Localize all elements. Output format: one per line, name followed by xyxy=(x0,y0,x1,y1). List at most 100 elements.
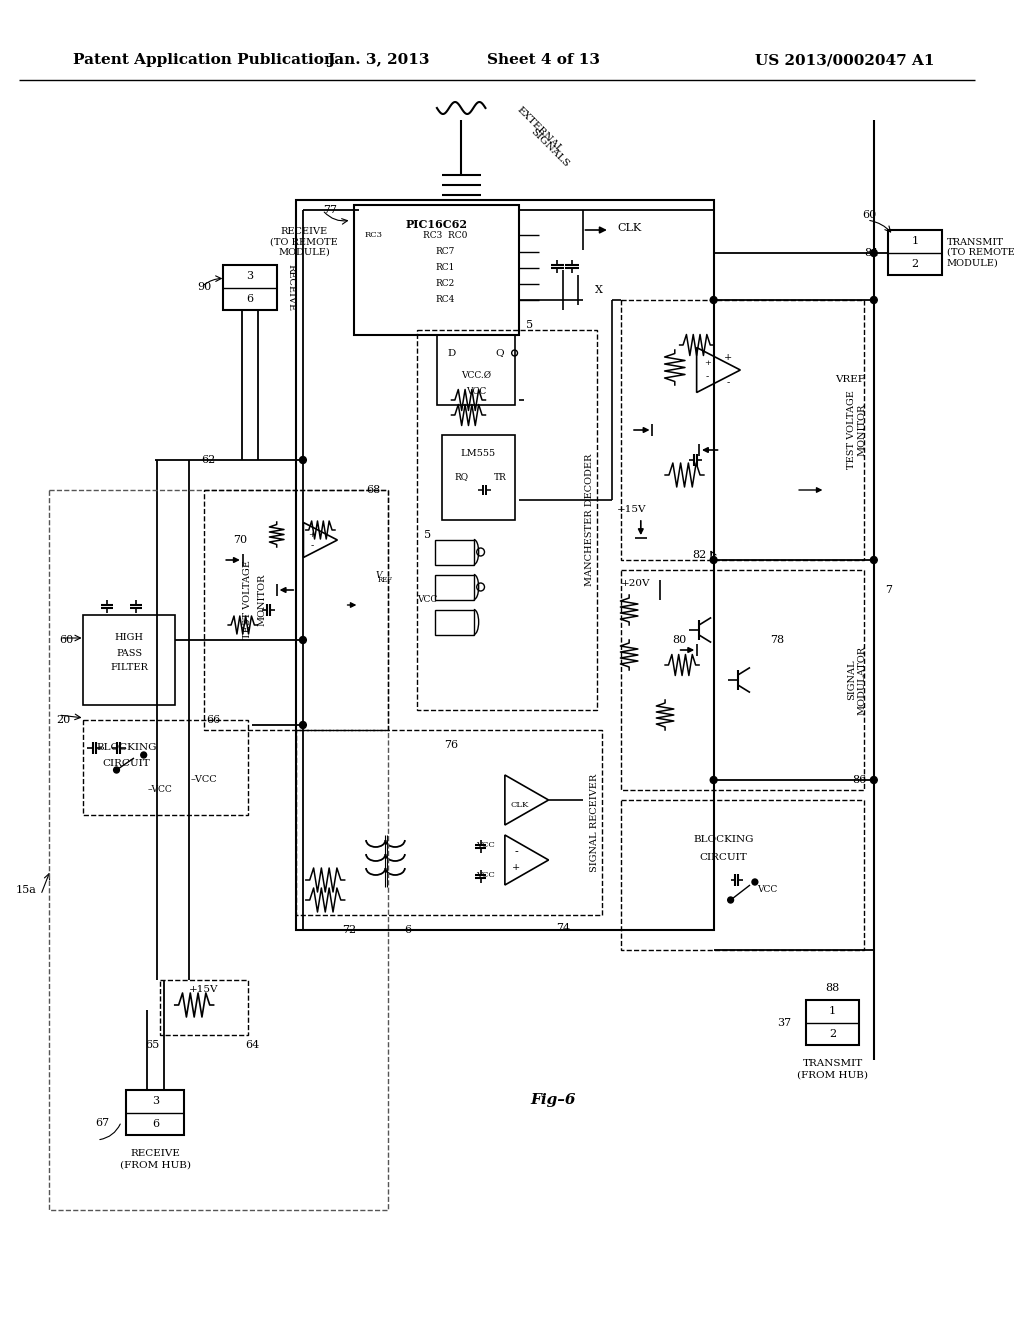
Bar xyxy=(806,1001,859,1045)
Text: 7: 7 xyxy=(885,585,892,595)
Circle shape xyxy=(870,249,878,256)
Text: TEST VOLTAGE
MONITOR: TEST VOLTAGE MONITOR xyxy=(847,391,866,470)
Text: RECEIVE
(TO REMOTE
MODULE): RECEIVE (TO REMOTE MODULE) xyxy=(270,227,338,257)
Text: D: D xyxy=(447,348,456,358)
Text: 2: 2 xyxy=(911,259,919,269)
Text: BLOCKING: BLOCKING xyxy=(96,743,157,752)
Bar xyxy=(622,300,864,560)
Text: 70: 70 xyxy=(232,535,247,545)
Text: +20V: +20V xyxy=(622,578,650,587)
Text: +: + xyxy=(512,863,520,873)
Bar xyxy=(83,719,248,814)
Bar xyxy=(354,205,519,335)
Text: VCC: VCC xyxy=(757,886,777,895)
Text: CLK: CLK xyxy=(617,223,641,234)
Text: Jan. 3, 2013: Jan. 3, 2013 xyxy=(328,53,430,67)
Bar xyxy=(204,490,388,730)
Text: (FROM HUB): (FROM HUB) xyxy=(120,1160,190,1170)
Text: +: + xyxy=(308,531,315,539)
Text: 68: 68 xyxy=(367,484,381,495)
Text: 66: 66 xyxy=(207,715,221,725)
Text: PIC16C62: PIC16C62 xyxy=(406,219,468,231)
Circle shape xyxy=(114,767,120,774)
Bar xyxy=(435,540,474,565)
Bar xyxy=(622,570,864,789)
Bar xyxy=(160,979,248,1035)
Bar xyxy=(83,615,175,705)
Text: SIGNAL RECEIVER: SIGNAL RECEIVER xyxy=(590,774,599,871)
Text: +15V: +15V xyxy=(189,986,219,994)
Text: TRANSMIT: TRANSMIT xyxy=(803,1059,862,1068)
Text: 64: 64 xyxy=(246,1040,259,1049)
Text: (FROM HUB): (FROM HUB) xyxy=(797,1071,868,1080)
Text: 2: 2 xyxy=(829,1028,837,1039)
Bar xyxy=(889,230,942,275)
Bar xyxy=(223,265,276,310)
Text: TEST VOLTAGE: TEST VOLTAGE xyxy=(243,561,252,639)
Bar xyxy=(418,330,597,710)
Text: TR: TR xyxy=(494,473,507,482)
Text: VCC: VCC xyxy=(476,871,495,879)
Text: 60: 60 xyxy=(862,210,877,220)
Text: 3: 3 xyxy=(247,271,254,281)
Circle shape xyxy=(300,457,306,463)
Text: EXTERNAL: EXTERNAL xyxy=(515,106,564,154)
Circle shape xyxy=(870,297,878,304)
Bar xyxy=(296,201,714,931)
Text: MANCHESTER DECODER: MANCHESTER DECODER xyxy=(585,454,594,586)
Text: Fig–6: Fig–6 xyxy=(530,1093,577,1107)
Circle shape xyxy=(711,297,717,304)
Text: LM555: LM555 xyxy=(461,449,496,458)
Text: RC3: RC3 xyxy=(365,231,383,239)
Text: 84: 84 xyxy=(864,248,878,257)
Circle shape xyxy=(752,879,758,884)
Text: 90: 90 xyxy=(197,282,211,293)
Text: 37: 37 xyxy=(777,1018,792,1027)
Circle shape xyxy=(870,557,878,564)
Text: VCC: VCC xyxy=(417,595,437,605)
Text: HIGH: HIGH xyxy=(115,634,143,643)
Text: BLOCKING: BLOCKING xyxy=(693,836,754,845)
Text: 76: 76 xyxy=(444,741,459,750)
Text: 1: 1 xyxy=(829,1006,837,1016)
Circle shape xyxy=(300,636,306,644)
Bar xyxy=(441,436,515,520)
Text: -: - xyxy=(727,379,730,388)
Text: 78: 78 xyxy=(770,635,783,645)
Bar xyxy=(296,730,602,915)
Text: VCC: VCC xyxy=(476,841,495,849)
Text: Q: Q xyxy=(496,348,505,358)
Text: V: V xyxy=(376,570,382,579)
Text: 3: 3 xyxy=(152,1096,159,1106)
Text: VCC.Ø: VCC.Ø xyxy=(461,371,490,380)
Text: X: X xyxy=(595,285,603,294)
Text: CLK: CLK xyxy=(510,801,528,809)
Text: +: + xyxy=(705,359,711,367)
Text: 74: 74 xyxy=(556,923,570,933)
Text: US 2013/0002047 A1: US 2013/0002047 A1 xyxy=(755,53,935,67)
Text: 82: 82 xyxy=(692,550,707,560)
Circle shape xyxy=(140,752,146,758)
Text: –VCC: –VCC xyxy=(147,785,173,795)
Text: REF: REF xyxy=(378,576,393,583)
Text: FILTER: FILTER xyxy=(111,664,148,672)
Text: -: - xyxy=(515,847,518,857)
Text: RC4: RC4 xyxy=(435,296,455,305)
Text: RC3  RC0: RC3 RC0 xyxy=(423,231,467,239)
Circle shape xyxy=(728,898,733,903)
Text: RQ: RQ xyxy=(454,473,468,482)
Text: RC1: RC1 xyxy=(435,264,455,272)
Circle shape xyxy=(711,557,717,564)
Text: MONITOR: MONITOR xyxy=(258,574,266,626)
Text: 5: 5 xyxy=(424,531,431,540)
Text: VREF: VREF xyxy=(835,375,864,384)
Text: 6: 6 xyxy=(152,1119,159,1129)
Text: RC7: RC7 xyxy=(435,248,455,256)
Text: 6: 6 xyxy=(404,925,412,935)
Bar xyxy=(437,335,515,405)
Text: –VCC: –VCC xyxy=(190,776,217,784)
Text: +: + xyxy=(724,354,732,363)
Text: TRANSMIT
(TO REMOTE
MODULE): TRANSMIT (TO REMOTE MODULE) xyxy=(946,238,1015,268)
Circle shape xyxy=(300,722,306,729)
Text: 65: 65 xyxy=(145,1040,160,1049)
